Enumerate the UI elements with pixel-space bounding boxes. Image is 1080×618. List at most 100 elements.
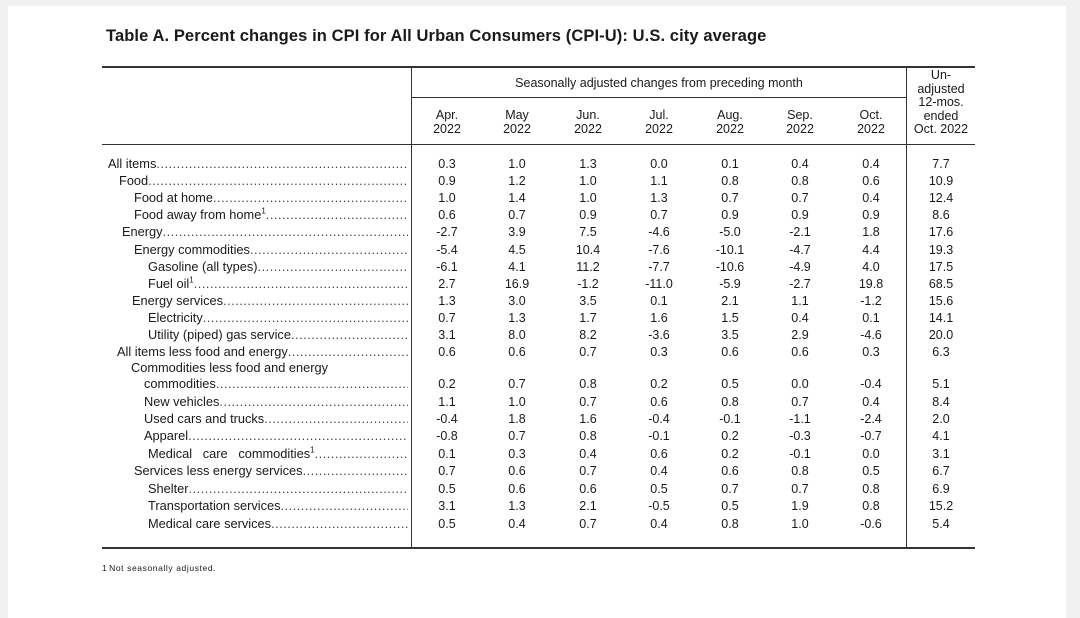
- leader-dots: ........................................…: [156, 156, 408, 171]
- value-cell: 0.7: [508, 208, 526, 222]
- row-label: Transportation services.................…: [148, 498, 408, 514]
- row-label-text: Energy services: [132, 293, 224, 308]
- value-cell: -1.1: [789, 412, 811, 426]
- value-cell: 1.2: [508, 174, 526, 188]
- value-cell: -5.9: [719, 277, 741, 291]
- row-label-text: Medical care services: [148, 516, 272, 531]
- value-cell: 0.7: [721, 482, 739, 496]
- value-cell: 0.4: [650, 517, 668, 531]
- table-row: Energy services.........................…: [0, 293, 1060, 310]
- table-row: All items...............................…: [0, 156, 1060, 173]
- value-cell: 3.5: [579, 294, 597, 308]
- value-cell: 1.3: [508, 499, 526, 513]
- unadjusted-value-cell: 8.6: [932, 208, 950, 222]
- value-cell: 0.9: [438, 174, 456, 188]
- column-header-month: Jul.: [649, 108, 669, 122]
- value-cell: -5.4: [436, 243, 458, 257]
- value-cell: -0.4: [436, 412, 458, 426]
- row-label-text: Food at home: [134, 190, 213, 205]
- row-label-text: Food away from home: [134, 207, 262, 222]
- value-cell: 1.7: [579, 311, 597, 325]
- leader-dots: ........................................…: [212, 190, 408, 205]
- value-cell: 0.1: [721, 157, 739, 171]
- value-cell: 0.2: [721, 447, 739, 461]
- row-label-text: Transportation services: [148, 498, 281, 513]
- column-header: Sep. 2022: [765, 108, 835, 136]
- table-row: Fuel oil1...............................…: [0, 276, 1060, 293]
- row-label: All items less food and energy..........…: [117, 344, 408, 360]
- value-cell: 3.0: [508, 294, 526, 308]
- value-cell: -0.1: [789, 447, 811, 461]
- unadjusted-value-cell: 10.9: [928, 174, 954, 188]
- value-cell: 3.1: [438, 499, 456, 513]
- row-label-text: Used cars and trucks: [144, 411, 265, 426]
- unadjusted-value-cell: 6.9: [932, 482, 950, 496]
- value-cell: -4.7: [789, 243, 811, 257]
- value-cell: 0.8: [721, 395, 739, 409]
- unadjusted-value-cell: 12.4: [928, 191, 954, 205]
- value-cell: 0.8: [721, 517, 739, 531]
- value-cell: 19.8: [858, 277, 884, 291]
- leader-dots: ........................................…: [265, 207, 408, 222]
- value-cell: 3.1: [438, 328, 456, 342]
- value-cell: 0.1: [650, 294, 668, 308]
- leader-dots: ........................................…: [162, 224, 408, 239]
- value-cell: 0.4: [579, 447, 597, 461]
- table-row: Food....................................…: [0, 173, 1060, 190]
- column-header: Apr. 2022: [412, 108, 482, 136]
- value-cell: 0.6: [862, 174, 880, 188]
- value-cell: -0.4: [648, 412, 670, 426]
- table-row: Food at home............................…: [0, 190, 1060, 207]
- row-label: Energy..................................…: [122, 224, 408, 240]
- unadjusted-value-cell: 15.6: [928, 294, 954, 308]
- value-cell: 1.3: [508, 311, 526, 325]
- value-cell: 0.6: [650, 395, 668, 409]
- value-cell: -6.1: [436, 260, 458, 274]
- top-rule: [102, 66, 975, 68]
- column-header-year: 2022: [574, 122, 602, 136]
- value-cell: 4.1: [508, 260, 526, 274]
- value-cell: 0.6: [508, 345, 526, 359]
- row-label: Energy commodities......................…: [134, 242, 408, 258]
- row-label: Services less energy services...........…: [134, 463, 408, 479]
- table-row: Energy..................................…: [0, 224, 1060, 241]
- row-label-text: Electricity: [148, 310, 203, 325]
- value-cell: 0.5: [721, 499, 739, 513]
- value-cell: 0.5: [438, 482, 456, 496]
- table-row: All items less food and energy..........…: [0, 344, 1060, 361]
- value-cell: 0.8: [579, 429, 597, 443]
- value-cell: 0.2: [650, 377, 668, 391]
- row-label-text: New vehicles: [144, 394, 220, 409]
- value-cell: 1.0: [438, 191, 456, 205]
- value-cell: 2.1: [721, 294, 739, 308]
- value-cell: -0.1: [719, 412, 741, 426]
- row-label: Utility (piped) gas service.............…: [148, 327, 408, 343]
- value-cell: 2.7: [438, 277, 456, 291]
- value-cell: -4.9: [789, 260, 811, 274]
- value-cell: 1.1: [650, 174, 668, 188]
- row-label-text: Food: [119, 173, 149, 188]
- value-cell: 0.7: [508, 429, 526, 443]
- row-label: Food at home............................…: [134, 190, 408, 206]
- column-header-month: Oct.: [859, 108, 883, 122]
- row-label: New vehicles............................…: [144, 394, 408, 410]
- unadjusted-value-cell: 14.1: [928, 311, 954, 325]
- footnote-marker: 1: [102, 563, 107, 573]
- unadjusted-header-line: 12-mos.: [918, 95, 964, 110]
- value-cell: -2.4: [860, 412, 882, 426]
- value-cell: 0.8: [791, 174, 809, 188]
- table-row: Gasoline (all types)....................…: [0, 259, 1060, 276]
- value-cell: -0.4: [860, 377, 882, 391]
- value-cell: 2.1: [579, 499, 597, 513]
- unadjusted-value-cell: 15.2: [928, 499, 954, 513]
- value-cell: 0.4: [862, 191, 880, 205]
- value-cell: 8.0: [508, 328, 526, 342]
- column-header-year: 2022: [857, 122, 885, 136]
- column-header: Oct. 2022: [836, 108, 906, 136]
- value-cell: -2.1: [789, 225, 811, 239]
- value-cell: 0.7: [579, 464, 597, 478]
- value-cell: -0.5: [648, 499, 670, 513]
- value-cell: 0.5: [862, 464, 880, 478]
- table-row: Commodities less food and energy commodit…: [0, 360, 1060, 393]
- value-cell: 0.2: [438, 377, 456, 391]
